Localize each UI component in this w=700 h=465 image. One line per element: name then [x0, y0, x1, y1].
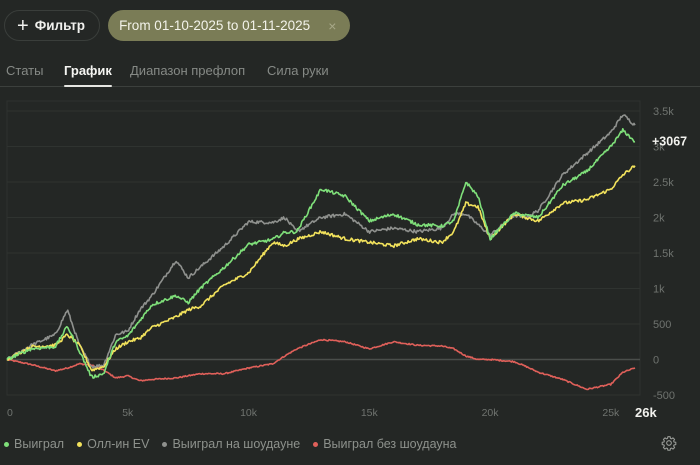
legend-item-won[interactable]: Выиграл — [4, 437, 64, 451]
legend: Выиграл Олл-ин EV Выиграл на шоудауне Вы… — [4, 437, 470, 451]
y-tick-label: -500 — [653, 390, 675, 402]
y-tick-label: 2.5k — [653, 177, 674, 189]
legend-dot — [313, 441, 319, 447]
x-tick-label: 5k — [122, 407, 134, 419]
legend-item-won-showdown[interactable]: Выиграл на шоудауне — [162, 437, 300, 451]
y-axis-ticks: 3.5k 3k 2.5k 2k 1.5k 1k 500 0 -500 — [653, 106, 675, 402]
tab-stats[interactable]: Статы — [6, 63, 44, 78]
toolbar: + Фильтр From 01-10-2025 to 01-11-2025 × — [4, 10, 351, 41]
legend-dot — [4, 441, 9, 447]
series-line-won-no-showdown — [7, 338, 636, 391]
tab-hand-strength[interactable]: Сила руки — [267, 63, 329, 78]
legend-label: Выиграл — [14, 437, 65, 451]
legend-dot — [162, 441, 168, 447]
tab-preflop-range[interactable]: Диапазон префлоп — [130, 63, 246, 78]
plus-icon: + — [17, 14, 29, 37]
series-line-won — [6, 127, 636, 379]
y-tick-label: 0 — [653, 355, 659, 367]
filter-label: Фильтр — [34, 18, 86, 33]
legend-dot — [77, 441, 83, 447]
x-tick-label: 15k — [361, 407, 379, 419]
y-tick-label: 1.5k — [653, 248, 674, 260]
date-range-chip[interactable]: From 01-10-2025 to 01-11-2025 × — [108, 10, 351, 41]
series-line-won-showdown — [6, 114, 636, 369]
x-axis-ticks: 0 5k 10k 15k 20k 25k — [7, 407, 620, 419]
x-tick-label: 0 — [7, 407, 13, 419]
date-range-label: From 01-10-2025 to 01-11-2025 — [119, 18, 311, 33]
tab-graph[interactable]: График — [64, 63, 112, 87]
y-tick-label: 2k — [653, 213, 665, 225]
x-tick-label: 10k — [240, 407, 258, 419]
close-icon[interactable]: × — [328, 17, 337, 34]
y-tick-label: 3.5k — [653, 106, 674, 118]
x-tick-label: 20k — [482, 407, 500, 419]
filter-button[interactable]: + Фильтр — [4, 10, 101, 41]
x-current-label: 26k — [635, 405, 657, 420]
series-lines — [6, 114, 636, 391]
grid — [6, 100, 641, 396]
y-tick-label: 3k — [653, 142, 665, 154]
profit-chart: 3.5k 3k 2.5k 2k 1.5k 1k 500 0 -500 0 5k 10k 15k 20k 2… — [6, 100, 687, 420]
gear-icon[interactable] — [661, 435, 677, 451]
legend-label: Олл-ин EV — [87, 437, 150, 451]
legend-item-allin-ev[interactable]: Олл-ин EV — [77, 437, 149, 451]
tab-bar: Статы График Диапазон префлоп Сила руки — [0, 58, 700, 87]
legend-label: Выиграл на шоудауне — [172, 437, 301, 451]
x-tick-label: 25k — [602, 407, 620, 419]
legend-item-won-no-showdown[interactable]: Выиграл без шоудауна — [313, 437, 457, 451]
y-tick-label: 500 — [653, 319, 671, 331]
legend-label: Выиграл без шоудауна — [323, 437, 457, 451]
y-tick-label: 1k — [653, 284, 665, 296]
plot-frame — [6, 100, 641, 396]
current-value-label: +3067 — [652, 135, 687, 149]
